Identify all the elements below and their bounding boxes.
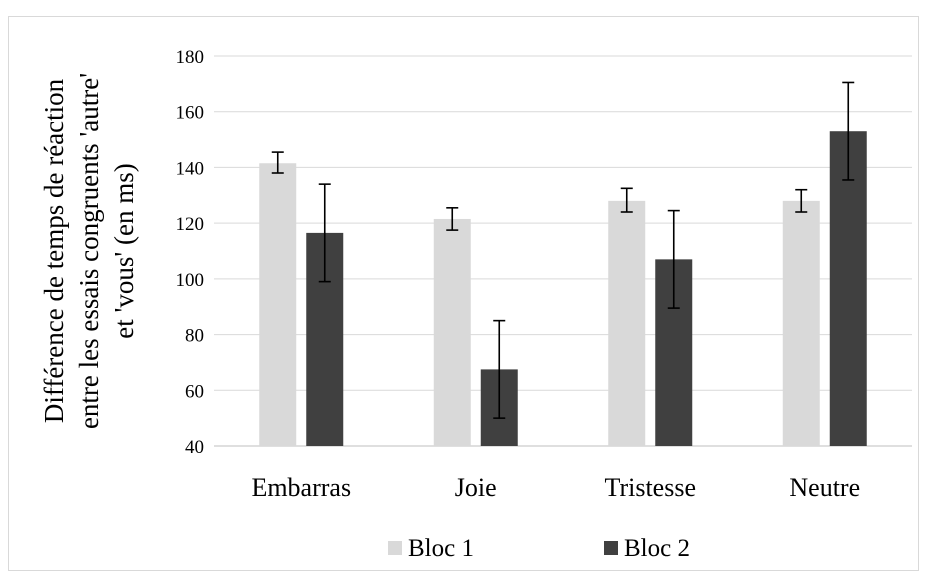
legend-item: Bloc 1 [388,535,474,562]
bar-bloc-1-tristesse [608,200,646,446]
legend-label: Bloc 2 [624,535,690,562]
error-bar [842,81,855,181]
error-bars [271,81,855,419]
category-label: Neutre [789,473,860,502]
y-axis-title-line: et 'vous' (en ms) [109,163,139,338]
y-axis-title-line: Différence de temps de réaction [39,78,69,423]
y-axis-ticks: 40 60 80 100 120 140 160 180 [176,47,205,458]
y-axis-title-line: entre les essais congruents 'autre' [74,73,104,429]
error-bar [271,151,284,174]
bar-bloc-1-joie [433,218,471,446]
y-tick-label: 180 [176,47,205,68]
legend: Bloc 1 Bloc 2 [388,535,690,562]
bar-bloc-2-neutre [829,131,867,446]
error-bar [446,207,459,231]
bar-bloc-1-embarras [259,163,297,446]
y-tick-label: 80 [185,326,204,347]
legend-label: Bloc 1 [408,535,474,562]
y-tick-label: 140 [176,158,205,179]
error-bar [318,183,331,283]
error-bar [620,187,633,213]
y-tick-label: 160 [176,103,205,124]
bars [259,131,867,446]
bar-bloc-1-neutre [782,200,820,446]
error-bar [493,319,506,419]
y-tick-label: 120 [176,214,205,235]
legend-swatch [604,541,618,555]
category-label: Joie [455,473,497,502]
legend-item: Bloc 2 [604,535,690,562]
x-axis-categories: Embarras Joie Tristesse Neutre [251,473,860,502]
y-tick-label: 100 [176,270,205,291]
category-label: Embarras [251,473,351,502]
category-label: Tristesse [604,473,696,502]
legend-swatch [388,541,402,555]
y-axis-title: Différence de temps de réaction entre les… [39,73,139,429]
error-bar [667,209,680,309]
y-tick-label: 40 [185,437,204,458]
y-tick-label: 60 [185,381,204,402]
error-bar [795,188,808,213]
